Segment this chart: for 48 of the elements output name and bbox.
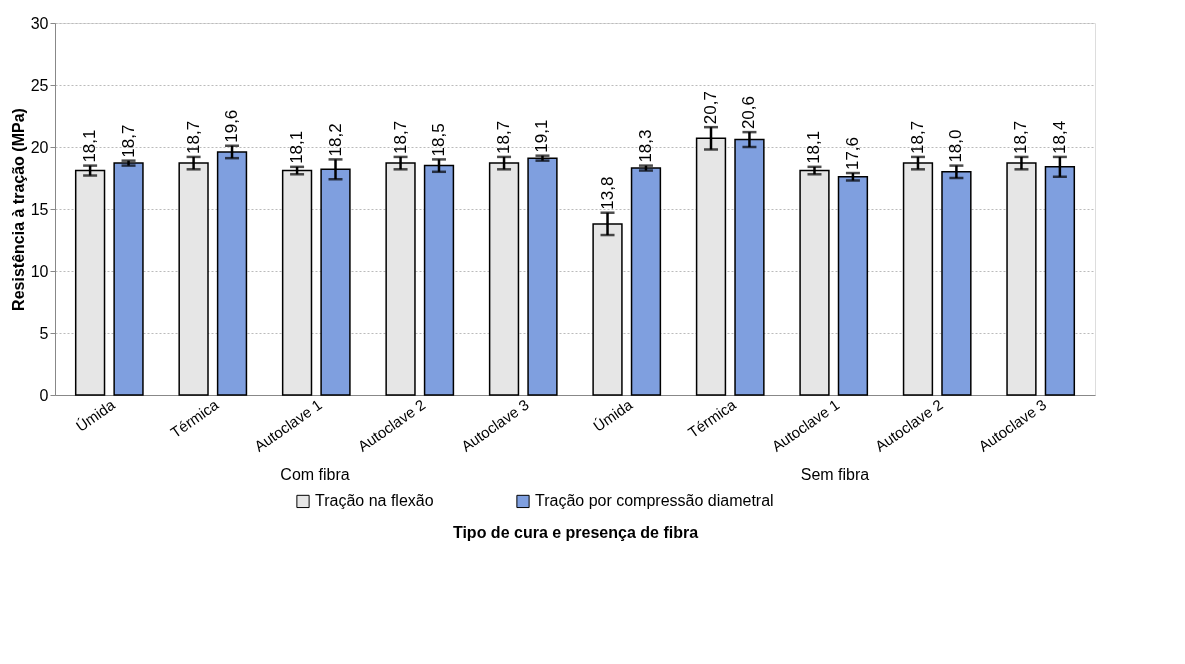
data-label: 18,4 (1049, 120, 1069, 154)
data-label: 18,7 (494, 120, 514, 154)
bar (941, 171, 972, 396)
data-label: 19,1 (532, 119, 552, 153)
bar (74, 169, 106, 396)
data-label: 18,0 (946, 129, 966, 163)
bar (281, 169, 313, 396)
data-label: 19,6 (222, 109, 242, 143)
y-tick-label: 15 (30, 200, 49, 218)
y-tick-label: 20 (30, 138, 49, 156)
bar (488, 162, 520, 396)
bar (630, 167, 662, 396)
y-tick-label: 10 (30, 262, 49, 280)
data-label: 18,7 (1011, 120, 1031, 154)
data-label: 18,2 (325, 123, 345, 157)
bar (837, 176, 869, 396)
x-axis-title: Tipo de cura e presença de fibra (452, 523, 699, 541)
bar (902, 162, 934, 396)
legend-label: Tração por compressão diametral (535, 492, 774, 510)
data-label: 18,5 (428, 123, 448, 157)
bar (423, 164, 455, 396)
data-label: 18,1 (80, 129, 100, 163)
data-label: 17,6 (842, 136, 862, 171)
data-label: 18,1 (287, 130, 307, 164)
bar (178, 162, 209, 396)
data-label: 20,6 (739, 96, 759, 130)
text: Com fibra (280, 466, 350, 483)
data-label: 13,8 (597, 176, 617, 210)
data-label: 18,3 (635, 129, 655, 163)
bar (385, 162, 416, 396)
data-label: 18,7 (183, 120, 203, 154)
text: Sem fibra (800, 466, 870, 483)
bar (527, 157, 558, 396)
data-label: 18,1 (804, 130, 824, 164)
y-tick-label: 0 (39, 386, 49, 404)
data-label: 20,7 (701, 91, 721, 125)
y-tick-label: 25 (30, 76, 49, 94)
bar (113, 162, 144, 396)
y-tick-label: 30 (30, 14, 49, 32)
data-label: 18,7 (118, 124, 138, 158)
bar (799, 169, 830, 396)
y-tick-label: 5 (39, 324, 49, 342)
bar (1006, 162, 1037, 396)
legend-label: Tração na flexão (315, 492, 434, 510)
bar (216, 151, 248, 396)
y-axis-title: Resistência à tração (MPa) (9, 108, 27, 311)
data-label: 18,7 (390, 120, 410, 154)
data-label: 18,7 (907, 120, 927, 154)
